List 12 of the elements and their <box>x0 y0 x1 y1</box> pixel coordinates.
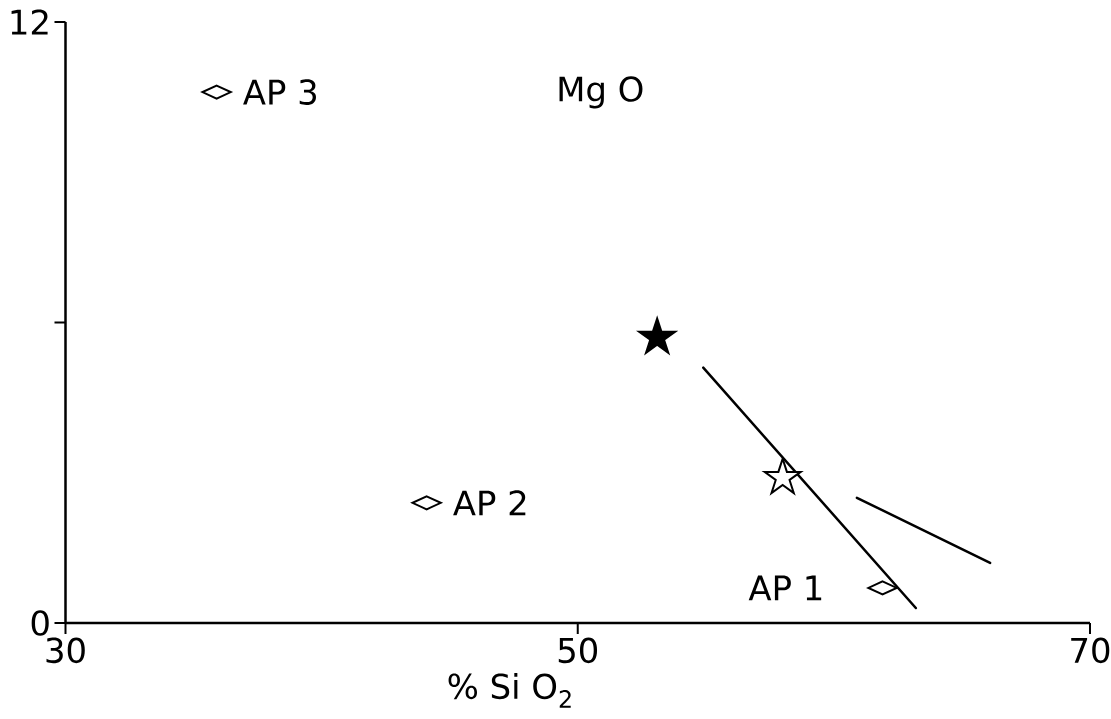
point <box>761 455 804 496</box>
y-axis-title: Mg O <box>559 76 643 109</box>
x-tick-label: 30 <box>46 637 85 664</box>
x-tick-label: 50 <box>558 637 598 664</box>
annotation: AP 3 <box>243 79 316 105</box>
annotation: AP 1 <box>748 575 822 601</box>
annotation: AP 2 <box>453 490 526 516</box>
y-tick-label: 0 <box>31 610 49 636</box>
y-tick-label: 12 <box>11 9 48 35</box>
x-tick-label: 70 <box>1071 637 1110 664</box>
point <box>636 315 678 356</box>
x-axis-title: % Si O$_{2}$ <box>448 672 571 708</box>
